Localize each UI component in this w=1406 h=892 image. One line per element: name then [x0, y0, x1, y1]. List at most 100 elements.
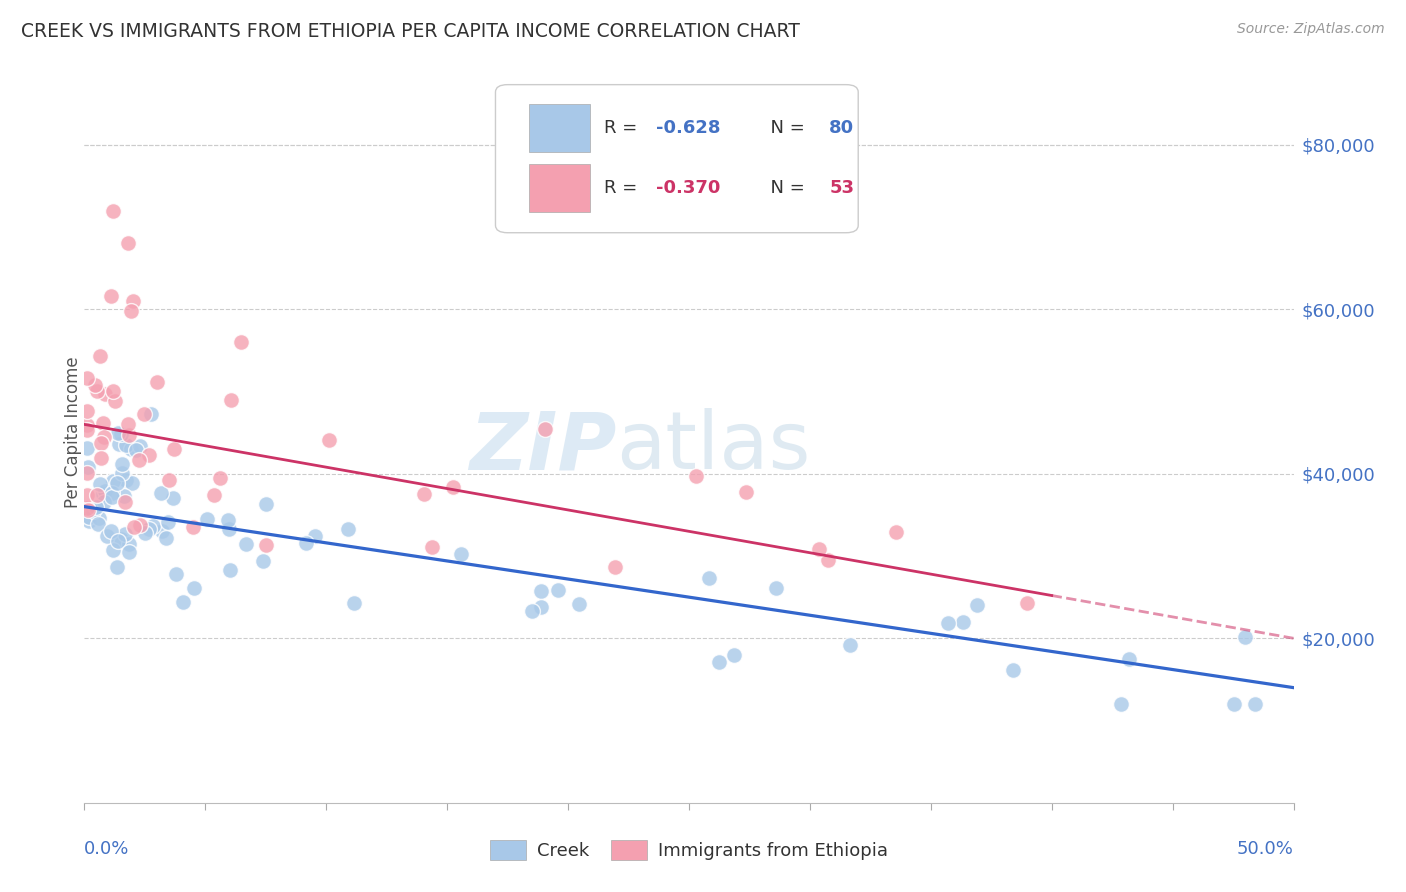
Point — [89, 477, 111, 491]
Point — [183, 582, 205, 596]
Point — [118, 537, 141, 551]
Point — [100, 524, 122, 539]
Text: R =: R = — [605, 179, 644, 197]
Point — [105, 560, 128, 574]
Text: 53: 53 — [830, 179, 855, 197]
Point — [115, 473, 138, 487]
Point — [709, 655, 731, 669]
Point — [252, 554, 274, 568]
Y-axis label: Per Capita Income: Per Capita Income — [65, 357, 82, 508]
Point — [94, 483, 117, 498]
Point — [128, 439, 150, 453]
Point — [86, 488, 108, 502]
Point — [91, 416, 114, 430]
Text: -0.628: -0.628 — [657, 119, 721, 136]
Point — [110, 427, 132, 442]
Point — [530, 584, 553, 599]
Point — [118, 544, 141, 558]
Point — [76, 488, 98, 502]
Point — [76, 466, 98, 480]
Point — [1244, 697, 1267, 711]
Point — [77, 510, 100, 524]
Point — [723, 648, 745, 662]
Point — [138, 522, 160, 536]
Point — [568, 597, 591, 611]
Point — [118, 428, 141, 442]
Point — [157, 474, 180, 488]
Point — [530, 600, 553, 615]
Point — [107, 425, 129, 440]
Point — [101, 486, 124, 500]
Point — [125, 442, 148, 457]
Bar — [529, 103, 589, 152]
Point — [114, 527, 136, 541]
Point — [450, 547, 472, 561]
Point — [343, 596, 366, 610]
Point — [77, 514, 100, 528]
Text: N =: N = — [759, 119, 811, 136]
Text: CREEK VS IMMIGRANTS FROM ETHIOPIA PER CAPITA INCOME CORRELATION CHART: CREEK VS IMMIGRANTS FROM ETHIOPIA PER CA… — [21, 22, 800, 41]
Point — [77, 459, 100, 474]
Point — [685, 468, 707, 483]
Point — [547, 582, 569, 597]
Legend: Creek, Immigrants from Ethiopia: Creek, Immigrants from Ethiopia — [491, 839, 887, 861]
Point — [107, 533, 129, 548]
Point — [87, 517, 110, 532]
Point — [219, 393, 242, 408]
Point — [413, 487, 436, 501]
Point — [304, 529, 326, 543]
Point — [235, 537, 257, 551]
Point — [111, 466, 134, 480]
Point — [134, 526, 156, 541]
Point — [76, 404, 98, 418]
Point — [165, 566, 187, 581]
Point — [122, 520, 145, 534]
Point — [294, 536, 316, 550]
Point — [155, 531, 177, 545]
Point — [254, 538, 277, 552]
Point — [735, 484, 758, 499]
Point — [110, 458, 132, 472]
Point — [1017, 596, 1039, 610]
Text: 0.0%: 0.0% — [84, 840, 129, 858]
Point — [76, 442, 98, 456]
Point — [142, 518, 165, 533]
Text: ZIP: ZIP — [470, 409, 616, 486]
Point — [84, 377, 107, 392]
Point — [110, 532, 132, 546]
Point — [202, 488, 225, 502]
Point — [318, 433, 340, 447]
Point — [1234, 630, 1257, 644]
Bar — [529, 164, 589, 212]
Point — [105, 475, 128, 490]
Point — [1001, 663, 1024, 677]
Point — [117, 417, 139, 431]
Point — [229, 335, 252, 350]
Point — [103, 475, 125, 489]
Point — [218, 522, 240, 536]
Point — [157, 515, 180, 529]
Text: Source: ZipAtlas.com: Source: ZipAtlas.com — [1237, 22, 1385, 37]
Point — [103, 203, 125, 218]
Text: 50.0%: 50.0% — [1237, 840, 1294, 858]
Point — [138, 448, 160, 462]
Point — [952, 615, 974, 629]
Point — [817, 553, 839, 567]
Point — [121, 293, 143, 308]
Point — [101, 490, 124, 504]
Point — [96, 529, 118, 543]
Point — [886, 524, 908, 539]
Point — [163, 442, 186, 456]
Point — [132, 407, 155, 421]
Text: R =: R = — [605, 119, 644, 136]
Point — [93, 430, 115, 444]
Point — [141, 408, 163, 422]
Point — [76, 500, 98, 515]
Point — [839, 638, 862, 652]
Point — [86, 384, 108, 398]
Point — [115, 438, 138, 452]
Point — [101, 384, 124, 398]
Point — [533, 422, 555, 436]
Point — [90, 450, 112, 465]
Point — [104, 393, 127, 408]
